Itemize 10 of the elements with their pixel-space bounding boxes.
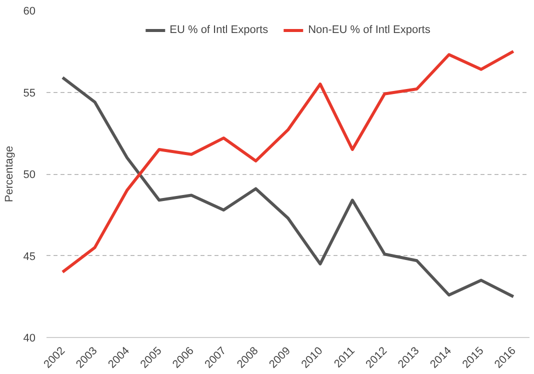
y-tick-label: 40: [23, 332, 36, 344]
y-tick-label: 45: [23, 250, 36, 263]
legend-label: EU % of Intl Exports: [170, 24, 268, 36]
y-tick-label: 60: [23, 6, 36, 18]
line-series: [61, 50, 515, 274]
y-axis-title: Percentage: [3, 146, 16, 202]
y-tick-label: 50: [23, 169, 36, 181]
line-series: [61, 76, 515, 298]
y-tick-label: 55: [23, 87, 36, 100]
legend-label: Non-EU % of Intl Exports: [308, 24, 430, 36]
